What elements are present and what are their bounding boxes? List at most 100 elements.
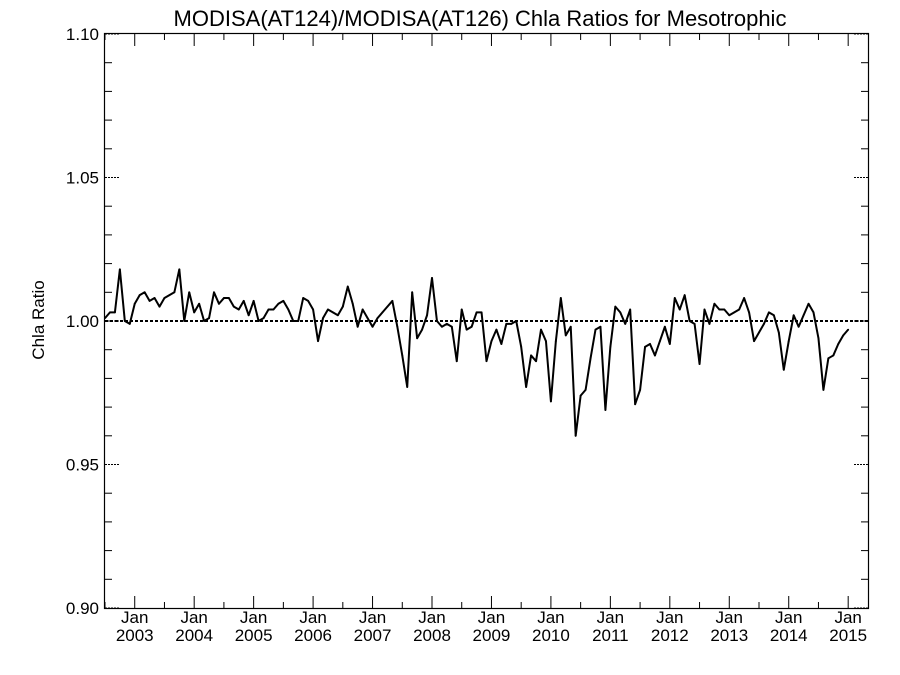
data-point (688, 320, 691, 322)
data-point (768, 311, 770, 314)
data-point (599, 325, 602, 328)
data-point (143, 291, 146, 294)
x-tick-year-label: 2011 (592, 626, 629, 645)
data-point (797, 325, 800, 328)
x-axis: Jan2003Jan2004Jan2005Jan2006Jan2007Jan20… (104, 34, 867, 645)
data-point (465, 328, 468, 331)
data-point (480, 311, 483, 314)
data-point (703, 308, 706, 311)
x-tick-year-label: 2004 (175, 626, 213, 645)
data-point (753, 340, 755, 342)
x-tick-year-label: 2007 (354, 626, 392, 645)
data-point (213, 291, 215, 294)
x-tick-year-label: 2014 (770, 626, 808, 645)
data-point (376, 317, 379, 320)
data-point (787, 340, 790, 342)
data-point (659, 340, 661, 342)
x-tick-year-label: 2015 (829, 626, 867, 645)
chart-title: MODISA(AT124)/MODISA(AT126) Chla Ratios … (174, 6, 787, 31)
data-point (386, 305, 389, 308)
data-point (490, 340, 493, 342)
data-point (104, 317, 106, 320)
data-point (485, 360, 488, 363)
data-point (569, 325, 572, 328)
x-tick-year-label: 2009 (473, 626, 511, 645)
x-tick-month-label: Jan (656, 608, 683, 627)
data-point (822, 388, 825, 391)
data-point (312, 308, 314, 311)
data-point (733, 311, 736, 314)
x-tick-year-label: 2008 (413, 626, 451, 645)
data-point (450, 325, 453, 328)
data-point (411, 291, 414, 294)
x-tick-year-label: 2006 (294, 626, 332, 645)
data-point (426, 314, 428, 317)
data-point (198, 302, 201, 305)
data-point (351, 302, 354, 305)
data-point (723, 308, 726, 311)
data-point (218, 302, 220, 305)
data-point (535, 360, 537, 363)
data-point (153, 297, 156, 299)
data-point (118, 268, 121, 271)
data-point (842, 334, 845, 337)
data-point (431, 277, 433, 279)
data-point (817, 337, 820, 340)
data-point (792, 314, 795, 317)
data-point (629, 308, 632, 311)
data-point (540, 328, 542, 331)
data-point (237, 308, 240, 311)
data-point (436, 320, 438, 322)
data-point (802, 314, 805, 317)
data-point (173, 291, 176, 294)
data-point (698, 363, 701, 365)
y-axis-label: Chla Ratio (29, 280, 48, 359)
data-point (396, 325, 399, 328)
data-point (668, 343, 671, 345)
data-point (520, 345, 523, 348)
x-tick-year-label: 2010 (532, 626, 570, 645)
data-point (738, 308, 741, 311)
data-point (138, 294, 141, 297)
data-point (812, 311, 815, 314)
data-point (366, 317, 369, 320)
data-point (500, 343, 503, 345)
data-point (227, 297, 230, 299)
x-tick-month-label: Jan (240, 608, 267, 627)
x-tick-month-label: Jan (299, 608, 326, 627)
x-tick-month-label: Jan (716, 608, 743, 627)
y-tick-label: 1.05 (66, 169, 99, 188)
data-point (505, 322, 508, 325)
data-point (441, 325, 443, 328)
data-point (530, 354, 532, 357)
x-tick-month-label: Jan (478, 608, 505, 627)
y-tick-label: 0.90 (66, 599, 99, 618)
data-point (247, 314, 250, 317)
data-point (510, 322, 513, 325)
plot-frame (103, 32, 870, 610)
data-point (336, 314, 339, 317)
data-point (317, 340, 319, 342)
data-point (728, 314, 731, 317)
data-point (327, 308, 329, 311)
data-point (223, 297, 225, 299)
data-point (322, 317, 324, 320)
data-point (554, 340, 557, 342)
data-point (604, 409, 607, 411)
data-point (470, 325, 473, 328)
data-point (346, 285, 349, 288)
data-point (381, 311, 384, 314)
data-point (673, 297, 676, 299)
data-point (639, 388, 641, 391)
data-point (128, 322, 131, 325)
data-point (550, 400, 552, 403)
y-axis: 0.90 0.95 1.00 1.05 1.10 (66, 25, 868, 618)
data-point (525, 386, 528, 388)
data-point (495, 328, 498, 331)
data-point (391, 300, 394, 302)
series-line (104, 268, 849, 437)
data-point (693, 322, 696, 325)
data-point (782, 368, 785, 371)
data-point (445, 322, 448, 325)
